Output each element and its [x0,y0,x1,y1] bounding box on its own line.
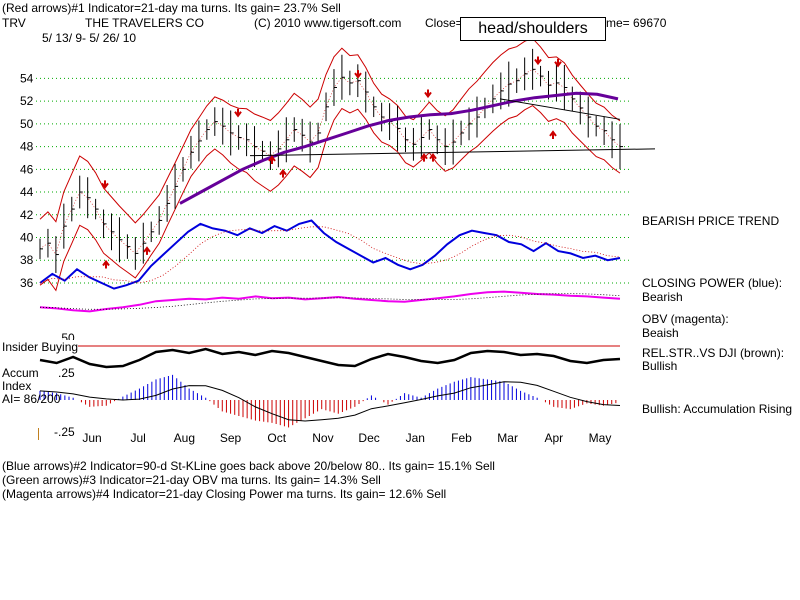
accum-label: Accum [2,366,39,380]
obv-line [39,290,621,313]
ai-label: AI= 86/200 [2,392,61,406]
head-shoulders-annotation: head/shoulders [460,17,606,41]
month-label: Aug [174,431,195,445]
month-label: Jul [131,431,146,445]
month-label: Sep [220,431,242,445]
mid-band [39,68,621,256]
obv-ma [39,293,621,310]
neckline [249,148,656,157]
rel-strength-series [39,345,621,369]
price-tick-label: 44 [20,185,34,199]
price-bars [39,48,623,273]
obv-series [39,290,621,313]
accumulation-series [39,374,621,428]
sell-arrow [234,108,242,118]
quarter-neg-label: -.25 [54,425,75,439]
indicator-1-text: (Red arrows)#1 Indicator=21-day ma turns… [2,1,341,15]
buy-arrow [420,153,428,162]
ma-line [179,91,619,205]
indicator-2-text: (Blue arrows)#2 Indicator=90-d St-KLine … [2,459,495,473]
month-label: Jun [82,431,101,445]
buy-arrow [143,246,151,255]
date-range: 5/ 13/ 9- 5/ 26/ 10 [42,31,137,45]
price-gridlines [36,77,630,284]
price-tick-label: 50 [20,117,34,131]
trend-lines-and-arrows [101,56,656,269]
sell-arrow [354,70,362,79]
rs-value: Bullish [642,359,678,373]
bollinger-bands [39,37,621,292]
quarter-pos-label: .25 [58,366,75,380]
indicator-4-text: (Magenta arrows)#4 Indicator=21-day Clos… [2,487,447,501]
buy-arrow [102,259,110,269]
closing-power-series [39,219,621,290]
copyright: (C) 2010 www.tigersoft.com [254,16,402,30]
month-label: Nov [312,431,333,445]
rel-strength-line [39,347,621,369]
indicator-3-text: (Green arrows)#3 Indicator=21-day OBV ma… [2,473,381,487]
buy-arrow [268,155,276,164]
volume-fragment: me= 69670 [606,16,667,30]
trend-label: BEARISH PRICE TREND [642,214,780,228]
month-label: May [589,431,612,445]
cp-label: CLOSING POWER (blue): [642,276,783,290]
close-label: Close= [425,16,463,30]
price-tick-label: 48 [20,140,34,154]
sell-arrow [534,56,542,66]
buy-arrow [549,130,557,139]
lower-band [39,104,621,292]
head-trend-line [499,98,621,120]
insider-buying-label: Insider Buying [2,340,79,354]
price-tick-label: 38 [20,253,34,267]
month-label: Mar [497,431,518,445]
rs-label: REL.STR..VS DJI (brown): [642,346,785,360]
accum-status: Bullish: Accumulation Rising [642,402,793,416]
month-label: Dec [358,431,379,445]
upper-band [39,37,621,224]
buy-arrow [279,168,287,178]
price-tick-label: 40 [20,231,34,245]
cp-value: Bearish [642,290,683,304]
month-label: Feb [451,431,472,445]
sell-arrow [554,58,562,68]
ticker: TRV [2,16,26,30]
month-label: Oct [267,431,286,445]
price-tick-labels: 54 52 50 48 46 44 42 40 38 36 [20,71,34,290]
obv-label: OBV (magenta): [642,312,729,326]
sell-arrow [424,89,432,99]
index-label: Index [2,379,32,393]
buy-arrow [429,153,437,162]
price-tick-label: 52 [20,94,34,108]
price-tick-label: 36 [20,276,34,290]
price-tick-label: 46 [20,162,34,176]
price-tick-label: 42 [20,208,34,222]
month-labels: Jun Jul Aug Sep Oct Nov Dec Jan Feb Mar Apr May [82,431,611,445]
month-label: Jan [406,431,425,445]
month-label: Apr [544,431,563,445]
orange-tick [38,428,39,440]
sell-arrow [101,180,109,190]
obv-value: Beaish [642,326,679,340]
accum-ma [39,381,621,422]
closing-power-line [39,219,621,290]
moving-average [179,91,619,205]
price-tick-label: 54 [20,71,34,85]
company-name: THE TRAVELERS CO [85,16,204,30]
